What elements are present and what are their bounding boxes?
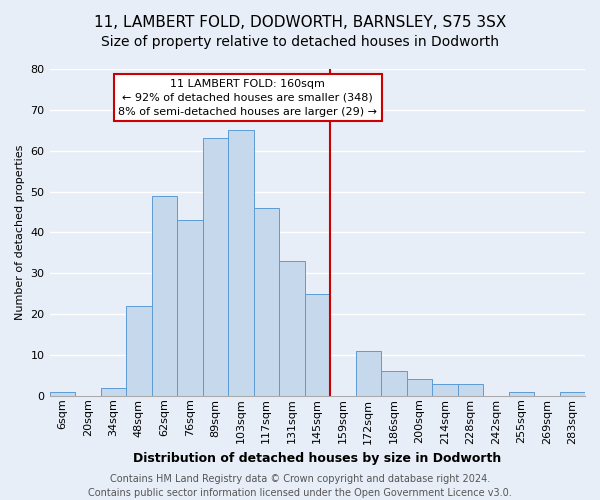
Text: Contains HM Land Registry data © Crown copyright and database right 2024.
Contai: Contains HM Land Registry data © Crown c… [88,474,512,498]
Bar [203,138,228,396]
Bar [407,380,432,396]
Bar [279,261,305,396]
Bar [177,220,203,396]
Text: Size of property relative to detached houses in Dodworth: Size of property relative to detached ho… [101,35,499,49]
Text: 11, LAMBERT FOLD, DODWORTH, BARNSLEY, S75 3SX: 11, LAMBERT FOLD, DODWORTH, BARNSLEY, S7… [94,15,506,30]
Bar [560,392,585,396]
X-axis label: Distribution of detached houses by size in Dodworth: Distribution of detached houses by size … [133,452,502,465]
Y-axis label: Number of detached properties: Number of detached properties [15,144,25,320]
Bar [254,208,279,396]
Bar [152,196,177,396]
Bar [356,351,381,396]
Bar [305,294,330,396]
Bar [509,392,534,396]
Bar [126,306,152,396]
Bar [458,384,483,396]
Text: 11 LAMBERT FOLD: 160sqm
← 92% of detached houses are smaller (348)
8% of semi-de: 11 LAMBERT FOLD: 160sqm ← 92% of detache… [118,79,377,117]
Bar [432,384,458,396]
Bar [101,388,126,396]
Bar [50,392,75,396]
Bar [381,372,407,396]
Bar [228,130,254,396]
